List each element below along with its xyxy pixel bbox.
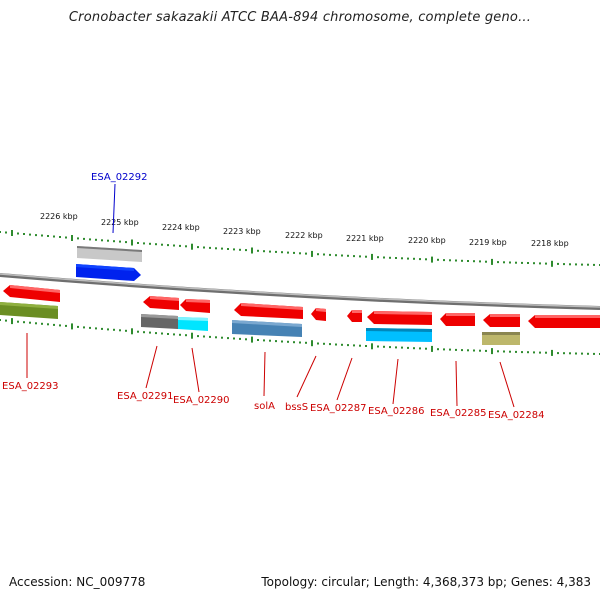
gene-label-esa-02286[interactable]: ESA_02286 (368, 406, 425, 417)
gene-arrow-red-top (490, 314, 520, 317)
gene-esa-02290[interactable] (178, 299, 210, 331)
chromosome-backbone (0, 273, 600, 310)
gene-block-khaki[interactable] (482, 332, 520, 345)
gene-esa-02293[interactable] (0, 285, 60, 319)
gene-block-gray-edge (77, 246, 142, 252)
gene-arrow-red[interactable] (440, 313, 475, 326)
leader-line-esa-02286 (392, 358, 399, 405)
gene-label-sola[interactable]: solA (254, 401, 275, 412)
gene-arrow-red-top (352, 310, 362, 313)
gene-esa-02284[interactable] (482, 314, 520, 345)
lower-scale-ticks (0, 318, 600, 356)
gene-block-darkgray-top (141, 314, 178, 319)
leader-line-esa-02292 (112, 183, 116, 234)
kbp-label: 2221 kbp (346, 234, 384, 243)
gene-arrow-red-top (150, 296, 179, 301)
kbp-label: 2226 kbp (40, 212, 78, 221)
leader-line-esa-02290 (191, 347, 200, 393)
gene-arrow-red-top (535, 315, 600, 318)
gene-block-olive-top (0, 302, 58, 309)
genome-summary-text: Topology: circular; Length: 4,368,373 bp… (261, 575, 591, 589)
gene-esa-02286[interactable] (366, 311, 432, 342)
kbp-label: 2225 kbp (101, 218, 139, 227)
gene-label-esa-02287[interactable]: ESA_02287 (310, 403, 367, 414)
leader-line-esa-02284 (499, 361, 515, 408)
chromosome-title: Cronobacter sakazakii ATCC BAA-894 chrom… (68, 10, 532, 25)
kbp-label: 2218 kbp (531, 239, 569, 248)
leader-line-esa-02291 (145, 345, 158, 389)
gene-sola[interactable] (232, 303, 303, 337)
gene-arrow-red[interactable] (528, 315, 600, 328)
gene-arrow-blue-top (76, 264, 134, 271)
leader-line-bsss (296, 355, 317, 398)
leader-line-esa-02285 (455, 360, 458, 407)
gene-label-esa-02284[interactable]: ESA_02284 (488, 410, 545, 421)
gene-arrow-red-top (10, 285, 60, 293)
gene-label-esa-02291[interactable]: ESA_02291 (117, 391, 174, 402)
kbp-scale-labels: 2226 kbp 2225 kbp 2224 kbp 2223 kbp 2222… (40, 212, 569, 248)
gene-esa-02292[interactable] (76, 246, 142, 281)
gene-arrow-red-top (446, 313, 475, 316)
gene-block-cyan-top (178, 317, 208, 321)
chromosome-backbone-highlight (0, 273, 600, 308)
gene-bsss[interactable] (311, 308, 326, 321)
gene-partial-right[interactable] (528, 315, 600, 328)
kbp-label: 2220 kbp (408, 236, 446, 245)
gene-arrow-red-top (241, 303, 303, 310)
gene-arrow-red-top (374, 311, 432, 315)
gene-label-esa-02293[interactable]: ESA_02293 (2, 381, 59, 392)
kbp-label: 2223 kbp (223, 227, 261, 236)
leader-line-sola (263, 351, 266, 397)
upper-scale-ticks (0, 230, 600, 267)
leader-line-esa-02287 (336, 357, 353, 401)
gene-esa-02285[interactable] (440, 313, 475, 326)
gene-block-khaki-top (482, 332, 520, 335)
gene-arrow-red[interactable] (483, 314, 520, 327)
gene-arrow-red-top (186, 299, 210, 303)
gene-esa-02287[interactable] (347, 310, 362, 322)
accession-text: Accession: NC_009778 (9, 575, 146, 589)
gene-block-deepskyblue-top (366, 328, 432, 332)
gene-esa-02291[interactable] (141, 296, 179, 329)
gene-label-bsss[interactable]: bssS (285, 402, 308, 413)
gene-block-steelblue-top (232, 320, 302, 327)
gene-label-esa-02292[interactable]: ESA_02292 (91, 172, 148, 183)
gene-arrow-red-top (316, 308, 326, 312)
kbp-label: 2222 kbp (285, 231, 323, 240)
gene-label-esa-02290[interactable]: ESA_02290 (173, 395, 230, 406)
gene-label-esa-02285[interactable]: ESA_02285 (430, 408, 487, 419)
kbp-label: 2224 kbp (162, 223, 200, 232)
kbp-label: 2219 kbp (469, 238, 507, 247)
